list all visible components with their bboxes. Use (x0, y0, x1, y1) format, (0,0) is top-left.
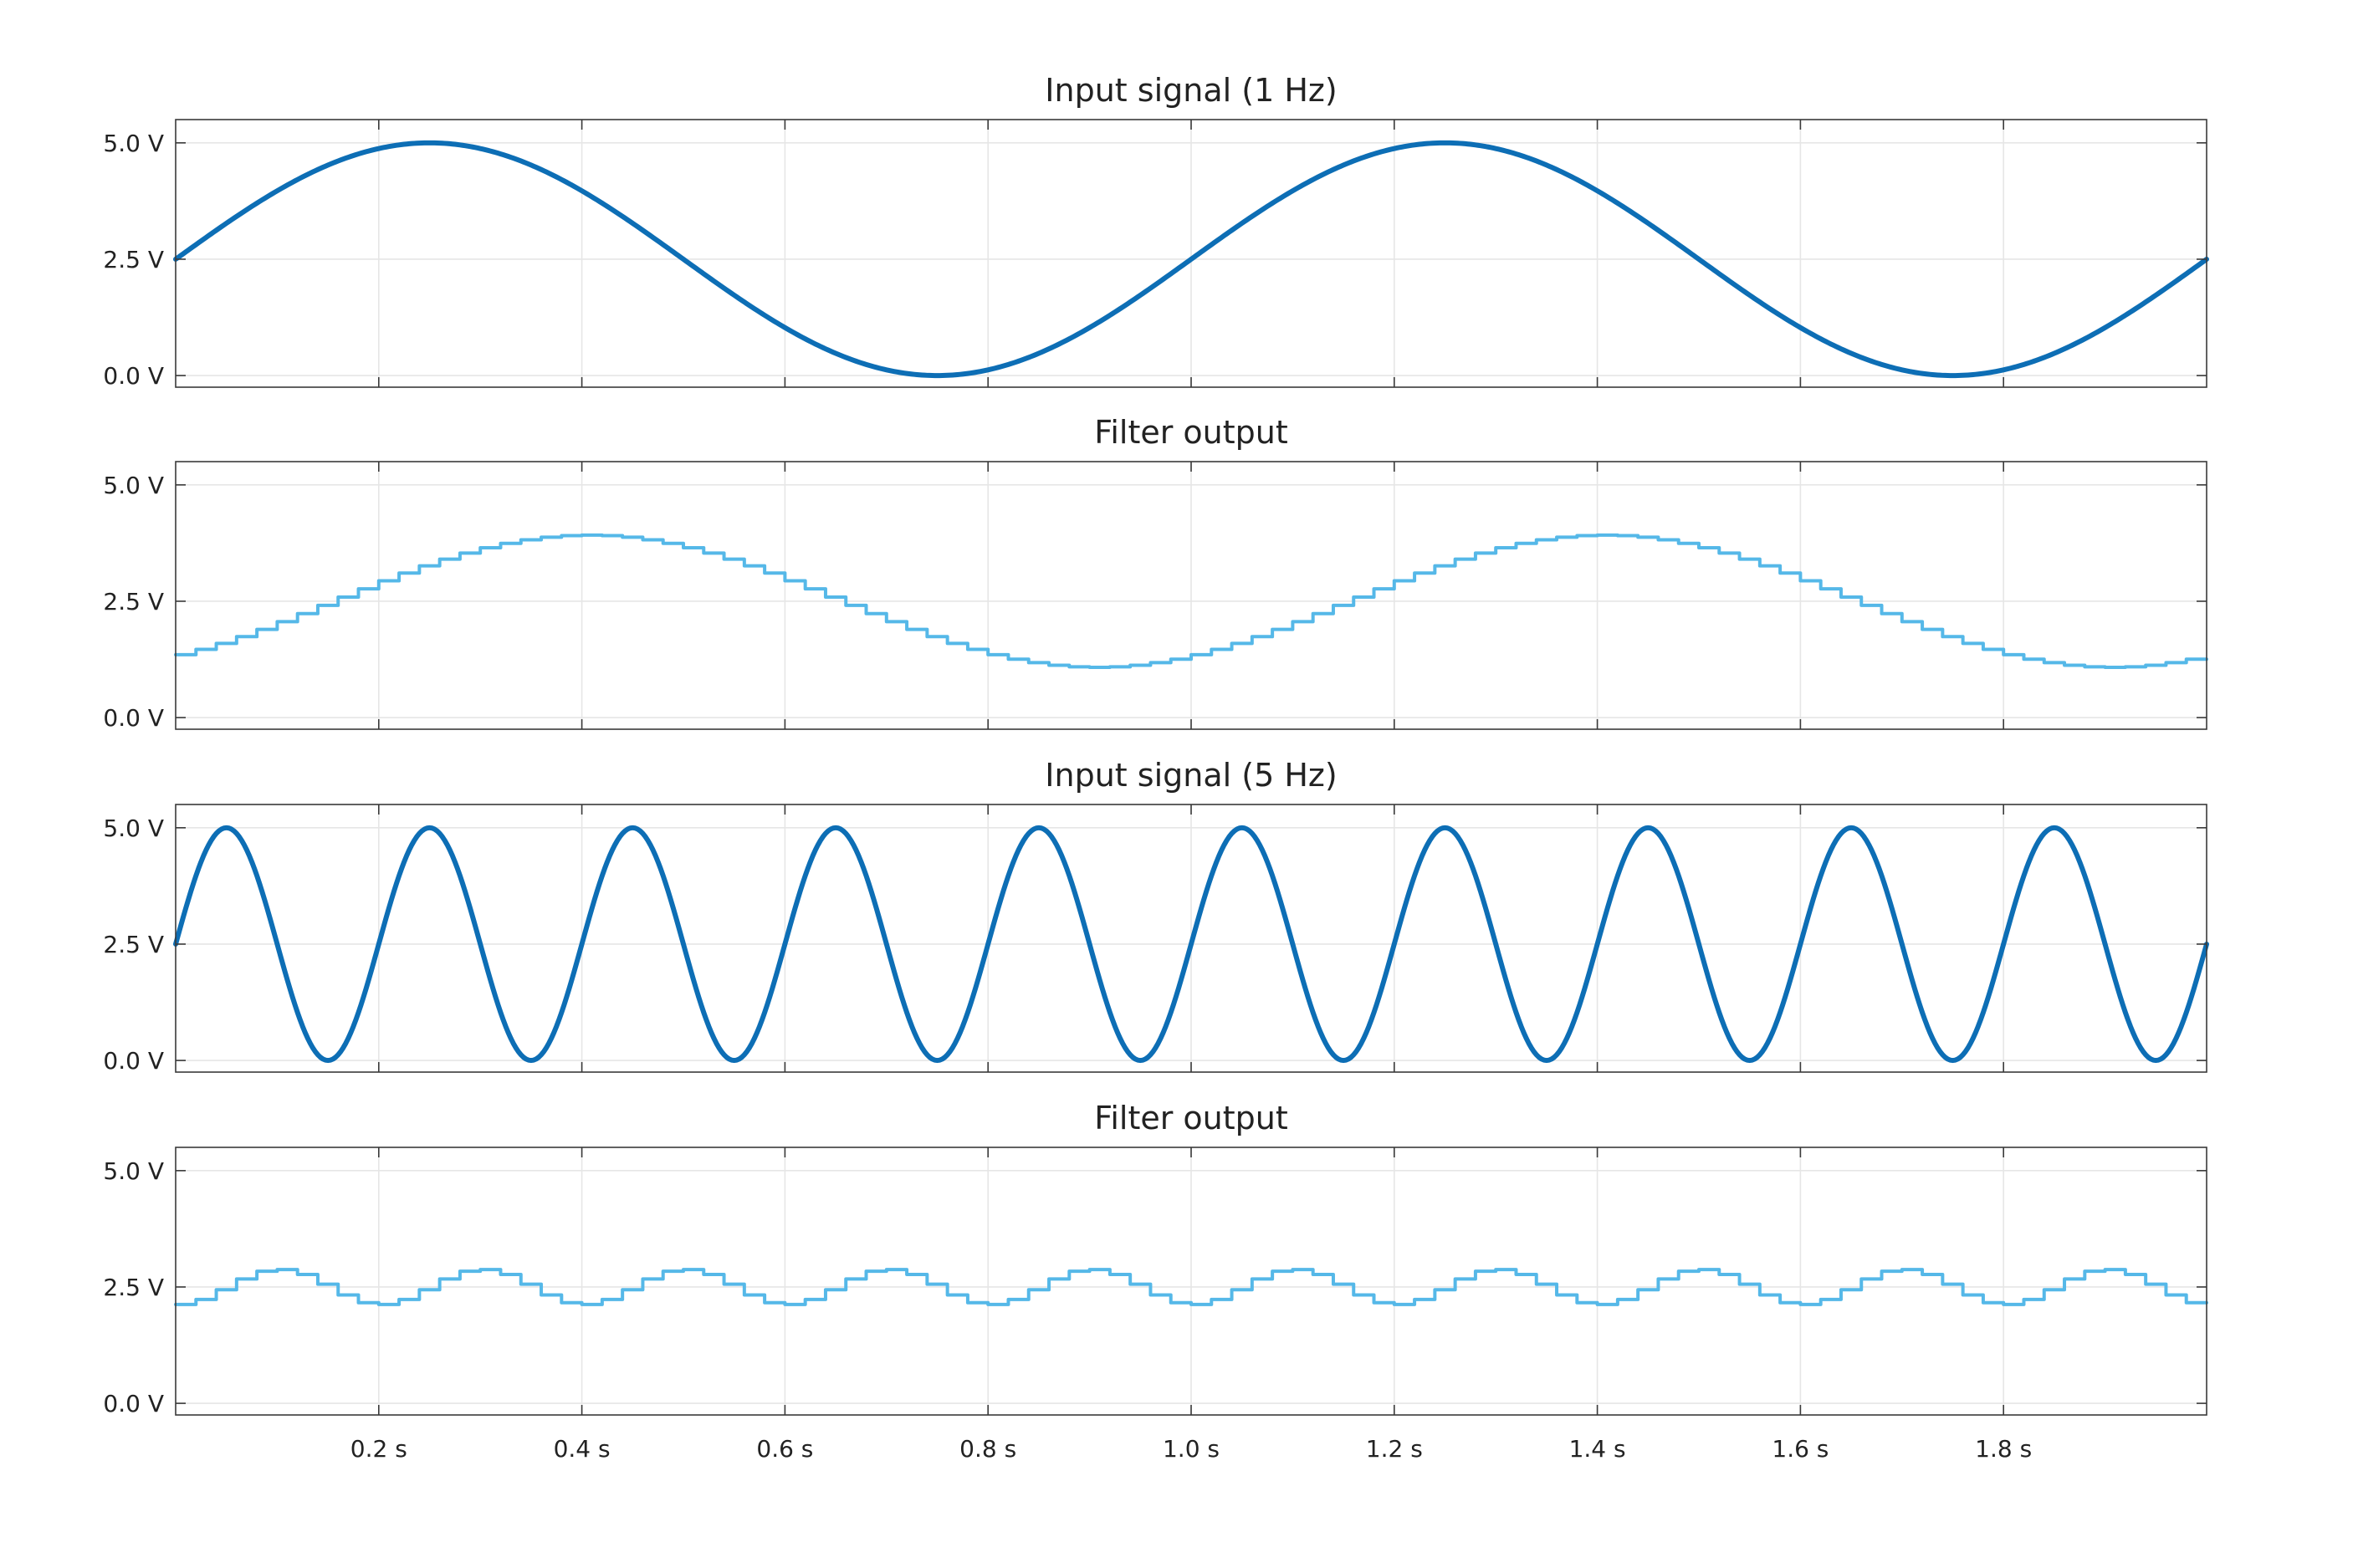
chart-panel-1: 0.0 V 2.5 V 5.0 V Input signal (1 Hz) (103, 72, 2209, 390)
y-tick-label: 5.0 V (103, 815, 164, 842)
y-tick-label: 0.0 V (103, 704, 164, 732)
x-tick-label: 1.2 s (1366, 1435, 1423, 1463)
panel-title: Input signal (1 Hz) (1045, 72, 1337, 109)
y-tick-label: 5.0 V (103, 1157, 164, 1185)
x-tick-label: 1.4 s (1569, 1435, 1626, 1463)
y-tick-label: 2.5 V (103, 1274, 164, 1301)
y-tick-label: 0.0 V (103, 1390, 164, 1417)
x-tick-label: 1.6 s (1772, 1435, 1829, 1463)
chart-panel-2: 0.0 V 2.5 V 5.0 V Filter output (103, 414, 2208, 732)
x-tick-label: 0.4 s (554, 1435, 611, 1463)
y-tick-label: 2.5 V (103, 931, 164, 958)
y-tick-label: 2.5 V (103, 588, 164, 615)
x-tick-label: 1.0 s (1163, 1435, 1220, 1463)
x-tick-label: 0.2 s (350, 1435, 407, 1463)
series-line-1 (174, 533, 2208, 669)
series-line-1 (174, 1268, 2208, 1306)
panel-title: Filter output (1094, 414, 1288, 451)
chart-panel-3: 0.0 V 2.5 V 5.0 V Input signal (5 Hz) (103, 757, 2209, 1075)
panel-title: Input signal (5 Hz) (1045, 757, 1337, 794)
x-tick-label: 0.8 s (959, 1435, 1016, 1463)
y-tick-label: 0.0 V (103, 362, 164, 390)
series-line-1 (173, 825, 2209, 1064)
x-tick-label: 1.8 s (1975, 1435, 2032, 1463)
y-tick-label: 2.5 V (103, 246, 164, 273)
x-tick-label: 0.6 s (756, 1435, 813, 1463)
panel-title: Filter output (1094, 1100, 1288, 1136)
chart-panel-4: 0.0 V 2.5 V 5.0 V 0.2 s 0.4 s 0.6 s 0.8 s 1.0 s… (103, 1100, 2208, 1463)
series-line-1 (173, 140, 2209, 379)
y-tick-label: 5.0 V (103, 130, 164, 157)
y-tick-label: 5.0 V (103, 472, 164, 499)
y-tick-label: 0.0 V (103, 1047, 164, 1075)
